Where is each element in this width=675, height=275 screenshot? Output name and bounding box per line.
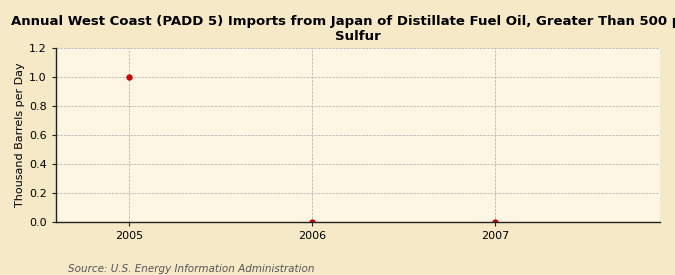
Y-axis label: Thousand Barrels per Day: Thousand Barrels per Day xyxy=(15,63,25,207)
Title: Annual West Coast (PADD 5) Imports from Japan of Distillate Fuel Oil, Greater Th: Annual West Coast (PADD 5) Imports from … xyxy=(11,15,675,43)
Text: Source: U.S. Energy Information Administration: Source: U.S. Energy Information Administ… xyxy=(68,264,314,274)
